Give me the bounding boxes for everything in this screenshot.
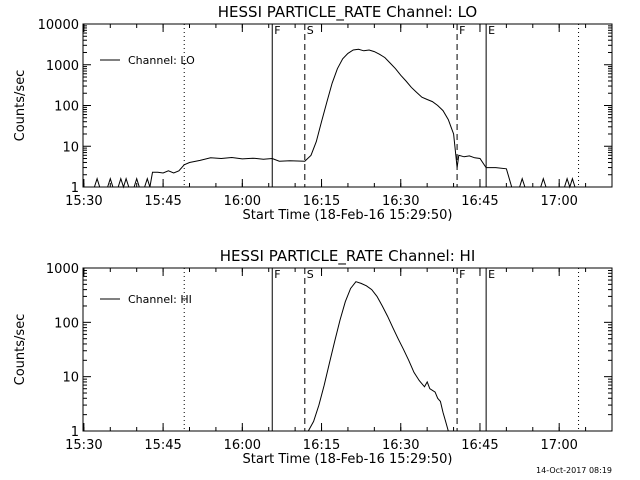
marker-label: S bbox=[307, 268, 314, 281]
y-tick-label: 1000 bbox=[46, 59, 79, 74]
legend-label: Channel: HI bbox=[128, 293, 192, 306]
marker-label: E bbox=[488, 268, 495, 281]
chart-title: HESSI PARTICLE_RATE Channel: HI bbox=[220, 247, 476, 266]
x-tick-label: 16:15 bbox=[303, 194, 340, 209]
y-tick-label: 10 bbox=[62, 371, 79, 386]
x-tick-label: 16:30 bbox=[382, 438, 419, 453]
x-tick-label: 15:45 bbox=[144, 438, 181, 453]
x-tick-label: 17:00 bbox=[540, 438, 577, 453]
series-line bbox=[93, 48, 581, 189]
y-axis-label: Counts/sec bbox=[13, 314, 28, 386]
y-tick-label: 10 bbox=[62, 140, 79, 155]
marker-label: F bbox=[274, 24, 280, 37]
x-tick-label: 15:30 bbox=[65, 438, 102, 453]
y-axis-label: Counts/sec bbox=[13, 70, 28, 142]
marker-label: F bbox=[459, 268, 465, 281]
series-line bbox=[307, 281, 449, 432]
x-tick-label: 16:00 bbox=[224, 194, 261, 209]
y-tick-label: 1 bbox=[71, 181, 79, 196]
x-tick-label: 16:30 bbox=[382, 194, 419, 209]
y-tick-label: 100 bbox=[54, 316, 79, 331]
x-tick-label: 16:45 bbox=[461, 438, 498, 453]
marker-label: F bbox=[459, 24, 465, 37]
plot-frame bbox=[82, 23, 613, 188]
x-tick-label: 15:30 bbox=[65, 194, 102, 209]
marker-label: F bbox=[274, 268, 280, 281]
x-tick-label: 16:00 bbox=[224, 438, 261, 453]
footer-timestamp: 14-Oct-2017 08:19 bbox=[536, 466, 612, 475]
chart-lo-channel: HESSI PARTICLE_RATE Channel: LO 15:30 15:4… bbox=[13, 3, 613, 223]
marker-label: S bbox=[307, 24, 314, 37]
y-tick-label: 100 bbox=[54, 100, 79, 115]
y-tick-label: 1 bbox=[71, 425, 79, 440]
x-tick-label: 17:00 bbox=[540, 194, 577, 209]
x-tick-label: 16:15 bbox=[303, 438, 340, 453]
y-tick-label: 10000 bbox=[38, 18, 79, 33]
chart-title: HESSI PARTICLE_RATE Channel: LO bbox=[218, 3, 477, 22]
marker-label: E bbox=[488, 24, 495, 37]
legend-label: Channel: LO bbox=[128, 54, 195, 67]
chart-hi-channel: HESSI PARTICLE_RATE Channel: HI 15:30 15:4… bbox=[13, 247, 613, 467]
x-axis-label: Start Time (18-Feb-16 15:29:50) bbox=[243, 208, 453, 223]
x-tick-label: 15:45 bbox=[144, 194, 181, 209]
y-tick-label: 1000 bbox=[46, 262, 79, 277]
x-axis-label: Start Time (18-Feb-16 15:29:50) bbox=[243, 452, 453, 467]
x-tick-label: 16:45 bbox=[461, 194, 498, 209]
